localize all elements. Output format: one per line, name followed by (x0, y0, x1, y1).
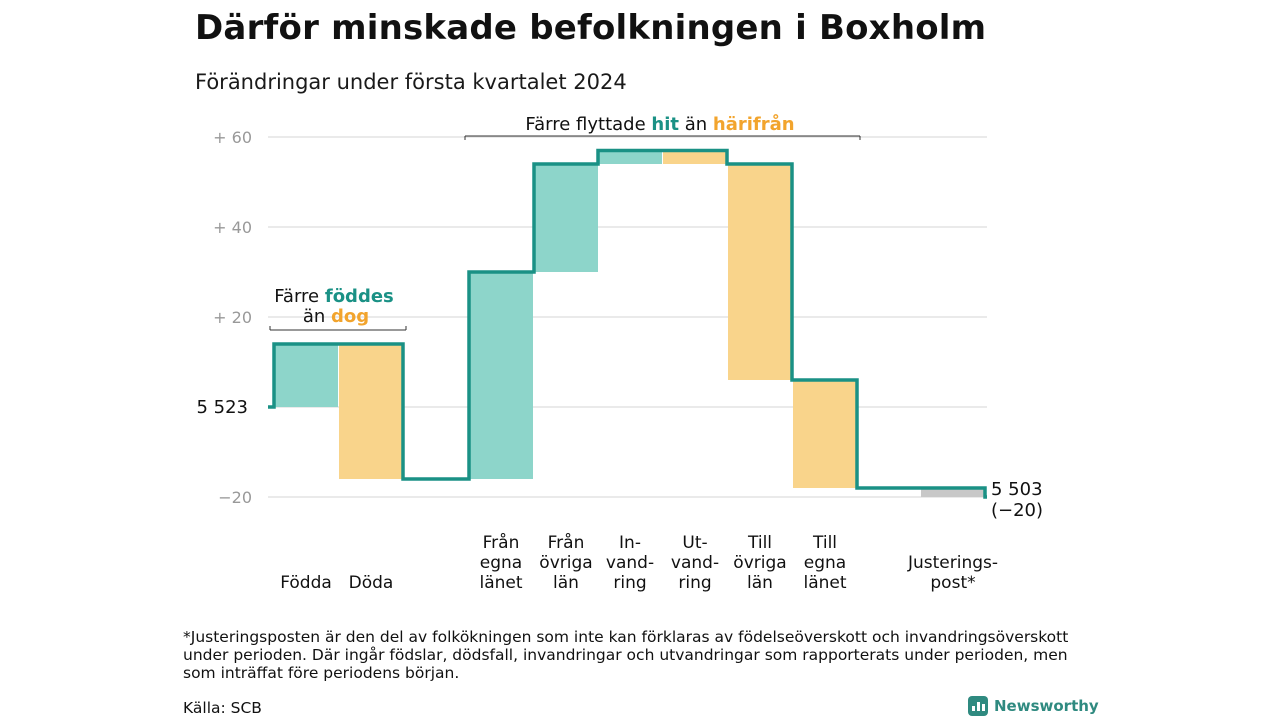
waterfall-chart: + 60 + 40 + 20 −20 5 523 5 503(−20) Födda Döda F… (196, 113, 1043, 593)
bar-invandring (598, 150, 662, 164)
end-change-label: (−20) (991, 500, 1043, 521)
end-value-label: 5 503 (991, 479, 1043, 500)
footnote: *Justeringsposten är den del av folkökni… (183, 628, 1069, 682)
category-label-invandring: vand- (606, 553, 654, 573)
bar-till_ovriga (728, 164, 792, 380)
category-label-fran_egna: Från (483, 532, 520, 553)
bar-fran_ovriga (534, 164, 598, 272)
category-label-utvandring: Ut- (682, 533, 707, 553)
source-label: Källa: SCB (183, 699, 262, 717)
bar-till_egna (793, 380, 857, 488)
category-label-fran_ovriga: län (553, 573, 579, 593)
chart-title: Därför minskade befolkningen i Boxholm (195, 8, 987, 48)
annotation-migration: Färre flyttade hit än härifrån (525, 113, 794, 135)
y-tick-label: + 60 (213, 128, 252, 147)
category-label-fodda: Födda (280, 573, 332, 593)
bar-doda (339, 344, 403, 479)
brand-name: Newsworthy (994, 697, 1099, 715)
category-label-utvandring: vand- (671, 553, 719, 573)
category-label-invandring: ring (613, 573, 646, 593)
category-label-fran_egna: egna (480, 553, 522, 573)
chart-subtitle: Förändringar under första kvartalet 2024 (195, 70, 627, 94)
category-label-till_egna: egna (804, 553, 846, 573)
category-label-till_egna: Till (812, 533, 837, 553)
category-label-fran_ovriga: Från (548, 532, 585, 553)
bar-justering (921, 488, 985, 497)
category-label-fran_egna: länet (479, 573, 522, 593)
brand-logo: Newsworthy (968, 696, 1099, 716)
annotation-births-line2: än dog (303, 306, 369, 327)
category-label-till_ovriga: län (747, 573, 773, 593)
bar-fodda (274, 344, 338, 407)
category-label-invandring: In- (619, 533, 641, 553)
category-label-till_ovriga: övriga (733, 553, 786, 573)
category-label-justering: post* (930, 573, 975, 593)
category-label-till_ovriga: Till (747, 533, 772, 553)
bar-utvandring (663, 150, 727, 164)
category-label-doda: Döda (349, 573, 394, 593)
y-tick-label: + 20 (213, 308, 252, 327)
annotation-births-line1: Färre föddes (274, 286, 394, 307)
category-label-utvandring: ring (678, 573, 711, 593)
y-tick-label: −20 (218, 488, 252, 507)
start-value-label: 5 523 (196, 397, 248, 418)
category-label-justering: Justerings- (907, 553, 998, 573)
bar-fran_egna (469, 272, 533, 479)
category-label-till_egna: länet (803, 573, 846, 593)
category-label-fran_ovriga: övriga (539, 553, 592, 573)
cumulative-step-line (268, 148, 987, 499)
y-tick-label: + 40 (213, 218, 252, 237)
newsworthy-logo-icon (968, 696, 988, 716)
